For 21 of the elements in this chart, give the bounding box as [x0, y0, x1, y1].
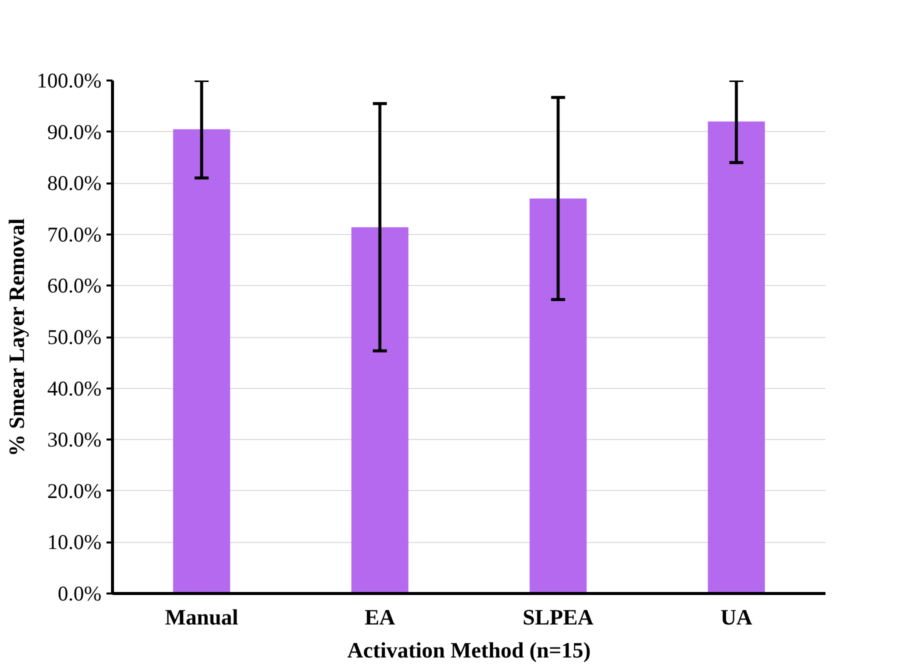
x-tick-label: UA — [720, 604, 752, 630]
bar — [530, 198, 587, 594]
y-tick-label: 40.0% — [47, 376, 102, 400]
y-axis-title: % Smear Layer Removal — [4, 218, 29, 456]
x-tick-label: Manual — [164, 604, 238, 630]
y-tick-label: 100.0% — [36, 68, 102, 92]
y-tick-label: 30.0% — [47, 428, 102, 452]
y-tick-label: 20.0% — [47, 478, 102, 503]
x-tick-label: SLPEA — [522, 604, 594, 630]
x-tick-label: EA — [364, 604, 396, 630]
y-tick-label: 0.0% — [58, 582, 102, 606]
x-axis-title: Activation Method (n=15) — [347, 638, 591, 662]
y-tick-label: 70.0% — [47, 222, 102, 246]
y-tick-label: 80.0% — [47, 171, 102, 196]
y-tick-label: 50.0% — [47, 325, 102, 349]
bar — [708, 122, 765, 594]
bar — [173, 129, 230, 594]
y-tick-label: 10.0% — [47, 530, 102, 554]
y-tick-label: 60.0% — [47, 274, 102, 298]
bar — [351, 227, 408, 594]
y-tick-label: 90.0% — [47, 120, 102, 144]
